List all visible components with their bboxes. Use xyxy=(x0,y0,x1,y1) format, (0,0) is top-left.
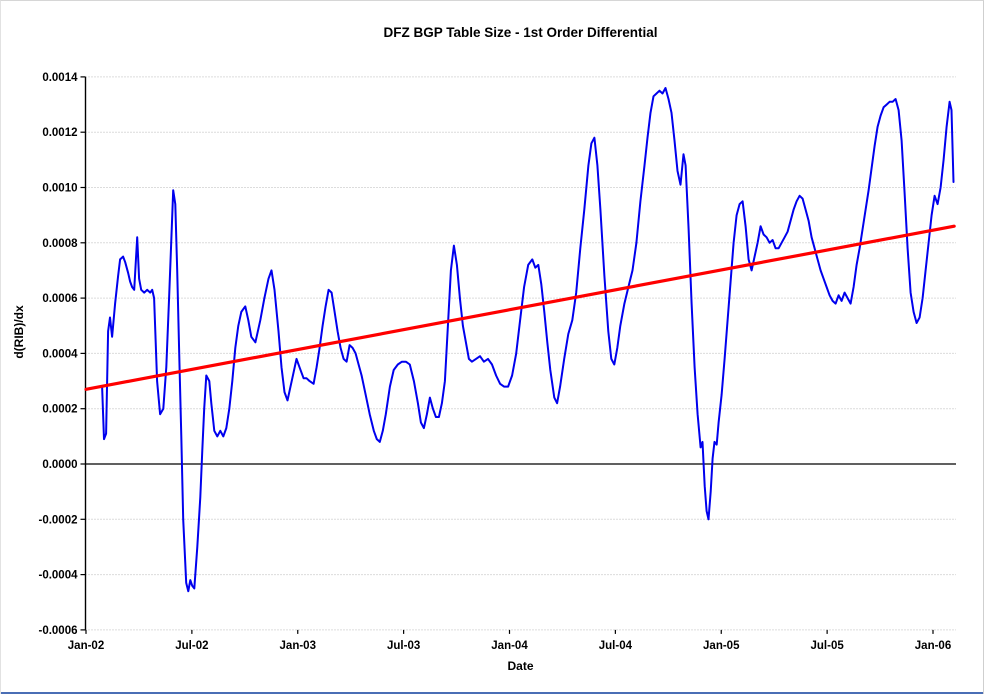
trend-line xyxy=(84,224,956,391)
x-tick-label: Jan-04 xyxy=(491,640,528,652)
y-tick-label: 0.0010 xyxy=(42,183,77,195)
y-tick-label: 0.0004 xyxy=(42,348,78,360)
differential-series-line xyxy=(101,87,955,593)
y-tick-label: -0.0006 xyxy=(38,625,77,637)
x-tick-label: Jan-02 xyxy=(68,640,104,652)
chart-title: DFZ BGP Table Size - 1st Order Different… xyxy=(383,25,658,40)
x-axis-title: Date xyxy=(507,659,534,673)
y-tick-label: 0.0008 xyxy=(42,238,78,250)
y-tick-label: -0.0002 xyxy=(38,514,77,526)
window-bottom-edge xyxy=(1,692,983,694)
x-tick-label: Jan-03 xyxy=(280,640,316,652)
x-tick-label: Jul-05 xyxy=(811,640,845,652)
x-tick-label: Jul-02 xyxy=(175,640,208,652)
x-tick-label: Jul-03 xyxy=(387,640,420,652)
y-tick-label: -0.0004 xyxy=(38,570,78,582)
y-tick-label: 0.0002 xyxy=(42,404,77,416)
y-tick-label: 0.0014 xyxy=(42,72,78,84)
y-tick-label: 0.0000 xyxy=(42,459,77,471)
x-tick-label: Jan-05 xyxy=(703,640,740,652)
y-tick-label: 0.0012 xyxy=(42,127,77,139)
x-tick-label: Jan-06 xyxy=(915,640,951,652)
y-tick-label: 0.0006 xyxy=(42,293,77,305)
x-tick-label: Jul-04 xyxy=(599,640,633,652)
